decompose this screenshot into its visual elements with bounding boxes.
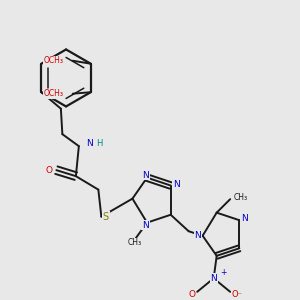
Text: H: H: [96, 139, 103, 148]
Text: N: N: [86, 139, 93, 148]
Text: +: +: [220, 268, 226, 278]
Text: O: O: [189, 290, 196, 299]
Text: CH₃: CH₃: [233, 193, 247, 202]
Text: S: S: [103, 212, 109, 222]
Text: N: N: [194, 231, 201, 240]
Text: N: N: [173, 179, 180, 188]
Text: N: N: [142, 220, 149, 230]
Text: OCH₃: OCH₃: [44, 56, 64, 65]
Text: N: N: [210, 274, 217, 283]
Text: OCH₃: OCH₃: [44, 89, 64, 98]
Text: CH₃: CH₃: [128, 238, 142, 247]
Text: N: N: [241, 214, 247, 223]
Text: O⁻: O⁻: [232, 290, 243, 299]
Text: N: N: [142, 171, 149, 180]
Text: O: O: [46, 166, 53, 175]
